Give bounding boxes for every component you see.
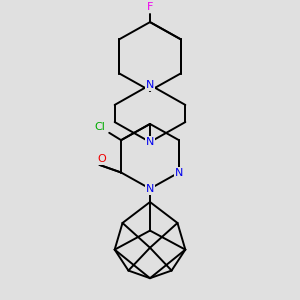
Text: N: N bbox=[175, 167, 183, 178]
Text: N: N bbox=[146, 184, 154, 194]
Text: F: F bbox=[147, 2, 153, 12]
Text: O: O bbox=[97, 154, 106, 164]
Text: N: N bbox=[146, 80, 154, 90]
Text: Cl: Cl bbox=[94, 122, 105, 132]
Text: N: N bbox=[146, 137, 154, 147]
